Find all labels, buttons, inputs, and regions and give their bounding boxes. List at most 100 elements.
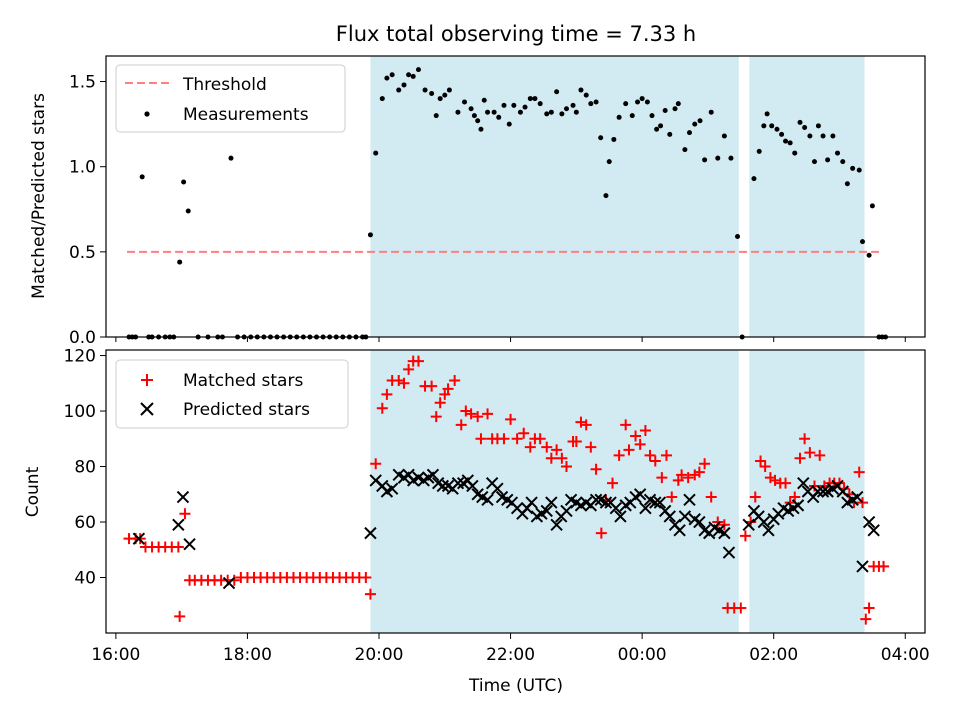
bottom-panel: 40 60 80 100 120 16:00 18:00 20:00 22:00 00:00 02…	[23, 347, 930, 696]
matched-star-marker	[585, 441, 597, 453]
matched-star-marker	[620, 419, 632, 431]
predicted-star-marker	[550, 518, 563, 532]
bottom-y-axis-label: Count	[23, 466, 43, 517]
predicted-star-marker	[757, 515, 771, 529]
predicted-star-marker	[856, 560, 869, 573]
top-shaded-regions	[370, 56, 865, 337]
matched-star-marker	[403, 363, 415, 375]
top-y-axis-label: Matched/Predicted stars	[29, 93, 49, 299]
measurement-point	[481, 97, 487, 103]
measurement-point	[769, 123, 775, 129]
matched-star-marker	[693, 466, 705, 478]
measurement-point	[603, 193, 609, 199]
measurement-point	[649, 113, 655, 119]
measurement-point	[629, 113, 635, 119]
measurement-point	[662, 107, 668, 113]
matched-star-marker	[814, 449, 826, 461]
matched-star-marker	[498, 433, 510, 445]
matched-star-marker	[534, 433, 546, 445]
matched-star-marker	[370, 458, 382, 470]
top-y-tick-label: 0.0	[69, 328, 96, 348]
predicted-star-marker	[673, 524, 686, 537]
legend-threshold-label: Threshold	[182, 75, 267, 95]
bottom-y-tick-label: 60	[74, 513, 96, 533]
matched-star-marker	[511, 433, 523, 445]
x-tick-label: 04:00	[881, 645, 930, 665]
top-shaded-region-1	[749, 56, 865, 337]
measurement-point	[396, 87, 402, 93]
matched-star-marker	[755, 455, 767, 467]
predicted-star-marker	[491, 482, 504, 495]
predicted-star-marker	[653, 496, 667, 509]
matched-star-marker	[799, 433, 811, 445]
measurement-point	[511, 102, 517, 108]
measurement-point	[598, 135, 604, 141]
measurement-point	[797, 119, 803, 125]
predicted-star-marker	[649, 496, 662, 509]
matched-star-marker	[595, 527, 607, 539]
predicted-star-marker	[545, 496, 558, 509]
matched-star-marker	[644, 449, 656, 461]
predicted-star-marker	[436, 479, 450, 493]
bottom-shaded-regions	[370, 350, 865, 633]
matched-star-marker	[649, 455, 661, 467]
matched-star-marker	[794, 452, 806, 464]
matched-star-marker	[666, 491, 678, 503]
matched-star-marker	[560, 461, 572, 473]
measurement-point	[702, 157, 708, 163]
chart-title: Flux total observing time = 7.33 h	[336, 22, 696, 46]
measurement-point	[478, 126, 484, 132]
bottom-axes-frame	[105, 349, 926, 634]
measurement-point	[446, 87, 452, 93]
x-tick-label: 20:00	[355, 645, 404, 665]
x-tick-label: 00:00	[618, 645, 667, 665]
measurement-point	[522, 104, 528, 110]
measurement-point	[554, 89, 560, 95]
matched-star-marker	[676, 469, 688, 481]
predicted-star-marker	[364, 526, 377, 540]
matched-star-marker	[556, 452, 568, 464]
bottom-y-tick-label: 40	[74, 569, 96, 589]
matched-star-marker	[174, 610, 186, 622]
bottom-legend-box	[115, 359, 349, 429]
matched-star-marker	[607, 477, 619, 489]
measurement-point	[373, 150, 379, 156]
measurement-point	[462, 99, 468, 105]
top-x-ticks	[115, 337, 906, 342]
matched-star-marker	[570, 436, 582, 448]
matched-star-marker	[551, 444, 563, 456]
measurement-point	[606, 159, 612, 165]
predicted-star-marker	[791, 499, 805, 512]
legend-measurements-label: Measurements	[183, 105, 309, 125]
matched-star-marker	[656, 472, 668, 484]
measurement-point	[583, 92, 589, 98]
matched-star-marker	[804, 447, 816, 459]
measurement-point	[654, 126, 660, 132]
matched-star-marker	[398, 377, 410, 389]
measurement-point	[471, 113, 477, 119]
measurement-point	[228, 155, 234, 161]
measurement-point	[415, 67, 421, 73]
predicted-star-marker	[851, 490, 864, 504]
measurement-point	[527, 96, 533, 102]
matched-star-marker	[545, 452, 557, 464]
matched-star-marker	[860, 613, 872, 625]
matched-star-marker	[623, 444, 635, 456]
top-axes-frame	[105, 55, 926, 338]
matched-star-marker	[524, 441, 536, 453]
measurement-point	[779, 131, 785, 137]
measurement-point	[491, 109, 497, 115]
predicted-star-marker	[466, 479, 479, 493]
matched-star-marker	[613, 449, 625, 461]
measurement-point	[422, 87, 428, 93]
measurement-point	[367, 232, 373, 238]
bottom-y-ticks: 40 60 80 100 120	[64, 347, 106, 589]
measurement-point	[410, 73, 416, 79]
measurement-point	[639, 96, 645, 102]
matched-star-marker	[455, 419, 467, 431]
bottom-x-ticks: 16:00 18:00 20:00 22:00 00:00 02:00 04:00	[91, 633, 930, 665]
measurement-point	[475, 118, 481, 124]
matched-star-marker	[580, 419, 592, 431]
matched-star-marker	[472, 411, 484, 423]
predicted-star-marker	[176, 490, 190, 504]
